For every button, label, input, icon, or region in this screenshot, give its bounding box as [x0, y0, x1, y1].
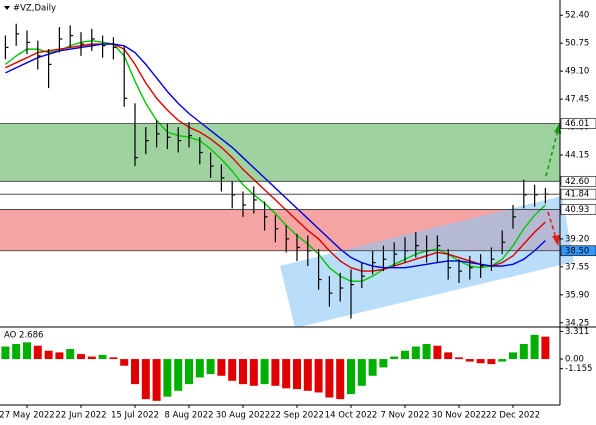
y-tick-label: 52.40 — [565, 11, 589, 21]
y-tick-label: 37.55 — [565, 262, 589, 272]
moving-average — [4, 39, 546, 282]
up-arrow — [545, 129, 559, 177]
osc-bar — [152, 359, 161, 401]
osc-bar — [541, 336, 550, 360]
osc-bar — [487, 359, 496, 365]
osc-bar — [325, 359, 334, 398]
x-tick-label: 8 Aug 2022 — [164, 411, 213, 421]
osc-bar — [476, 359, 485, 364]
osc-bar — [249, 359, 258, 386]
osc-tick-label: 0.00 — [565, 355, 584, 365]
osc-bar — [120, 359, 129, 366]
x-tick-label: 27 May 2022 — [0, 411, 55, 421]
level-box — [560, 175, 596, 187]
osc-bar — [314, 359, 323, 393]
up-arrowhead — [554, 122, 561, 134]
osc-bar — [217, 359, 226, 376]
osc-bar — [12, 344, 21, 360]
osc-bar — [44, 350, 53, 360]
x-tick-label: 30 Nov 2022 — [432, 411, 486, 421]
osc-bar — [195, 359, 204, 378]
osc-bar — [23, 342, 31, 360]
moving-average — [5, 43, 546, 269]
y-tick-label: 35.90 — [565, 290, 589, 300]
menu-icon — [4, 6, 10, 10]
osc-bar — [271, 359, 280, 386]
x-tick-label: 14 Oct 2022 — [325, 411, 378, 421]
x-tick-label: 7 Nov 2022 — [380, 411, 429, 421]
osc-bar — [109, 357, 118, 360]
osc-bar — [77, 354, 85, 360]
level-label: 41.84 — [565, 190, 589, 200]
y-tick-label: 34.25 — [565, 318, 589, 328]
zone — [0, 123, 560, 182]
osc-bar — [33, 345, 42, 360]
osc-bar — [368, 359, 377, 376]
osc-bar — [98, 354, 107, 360]
level-label: 40.93 — [565, 205, 589, 215]
osc-bar — [379, 359, 388, 368]
y-tick-label: 39.20 — [565, 234, 589, 244]
osc-bar — [282, 359, 291, 389]
osc-bar — [347, 359, 355, 395]
chart-title: #VZ,Daily — [13, 4, 56, 14]
osc-bar — [411, 346, 420, 360]
x-tick-label: 22 Jun 2022 — [55, 411, 106, 421]
osc-bar — [509, 352, 517, 360]
level-box — [560, 188, 596, 200]
osc-bar — [401, 350, 409, 360]
osc-bar — [455, 357, 463, 360]
plot — [4, 23, 549, 319]
osc-bar — [303, 359, 312, 391]
down-arrow — [547, 211, 557, 239]
osc-bar — [174, 359, 183, 391]
x-tick-label: 22 Dec 2022 — [486, 411, 540, 421]
level-box — [560, 245, 596, 257]
osc-bar — [465, 359, 474, 362]
osc-bar — [185, 359, 193, 385]
x-tick-label: 22 Sep 2022 — [270, 411, 324, 421]
osc-bar — [530, 334, 539, 360]
osc-bar — [260, 359, 269, 385]
osc-bar — [239, 359, 247, 385]
level-box — [560, 118, 596, 129]
osc-bar — [422, 344, 431, 360]
osc-bar — [433, 345, 442, 360]
osc-tick-label: -1.155 — [565, 364, 592, 374]
y-tick-label: 49.10 — [565, 67, 589, 77]
osc-bar — [206, 359, 215, 375]
level-box — [560, 204, 596, 215]
osc-bar — [444, 352, 453, 360]
y-tick-label: 50.75 — [565, 39, 589, 49]
osc-bar — [163, 359, 172, 397]
moving-average — [5, 43, 546, 272]
osc-bar — [336, 359, 345, 400]
level-label: 42.60 — [565, 177, 589, 187]
oscillator-title: AO 2.686 — [4, 331, 43, 341]
osc-bar — [87, 356, 96, 360]
level-label: 38.50 — [565, 246, 589, 256]
down-arrowhead — [552, 235, 560, 246]
osc-bar — [357, 359, 366, 386]
osc-tick-label: 3.311 — [565, 327, 589, 337]
osc-bar — [519, 344, 528, 360]
level-label: 46.01 — [565, 119, 589, 129]
y-tick-label: 44.15 — [565, 151, 589, 161]
osc-bar — [141, 359, 150, 400]
osc-bar — [131, 359, 139, 385]
osc-bar — [66, 349, 75, 360]
osc-bar — [293, 359, 301, 390]
y-tick-label: 47.45 — [565, 95, 589, 105]
osc-bar — [228, 359, 237, 381]
osc-bar — [1, 346, 10, 360]
x-tick-label: 30 Aug 2022 — [216, 411, 270, 421]
x-tick-label: 15 Jul 2022 — [111, 411, 159, 421]
osc-bar — [390, 356, 399, 360]
osc-bar — [498, 359, 507, 362]
osc-bar — [55, 352, 64, 360]
